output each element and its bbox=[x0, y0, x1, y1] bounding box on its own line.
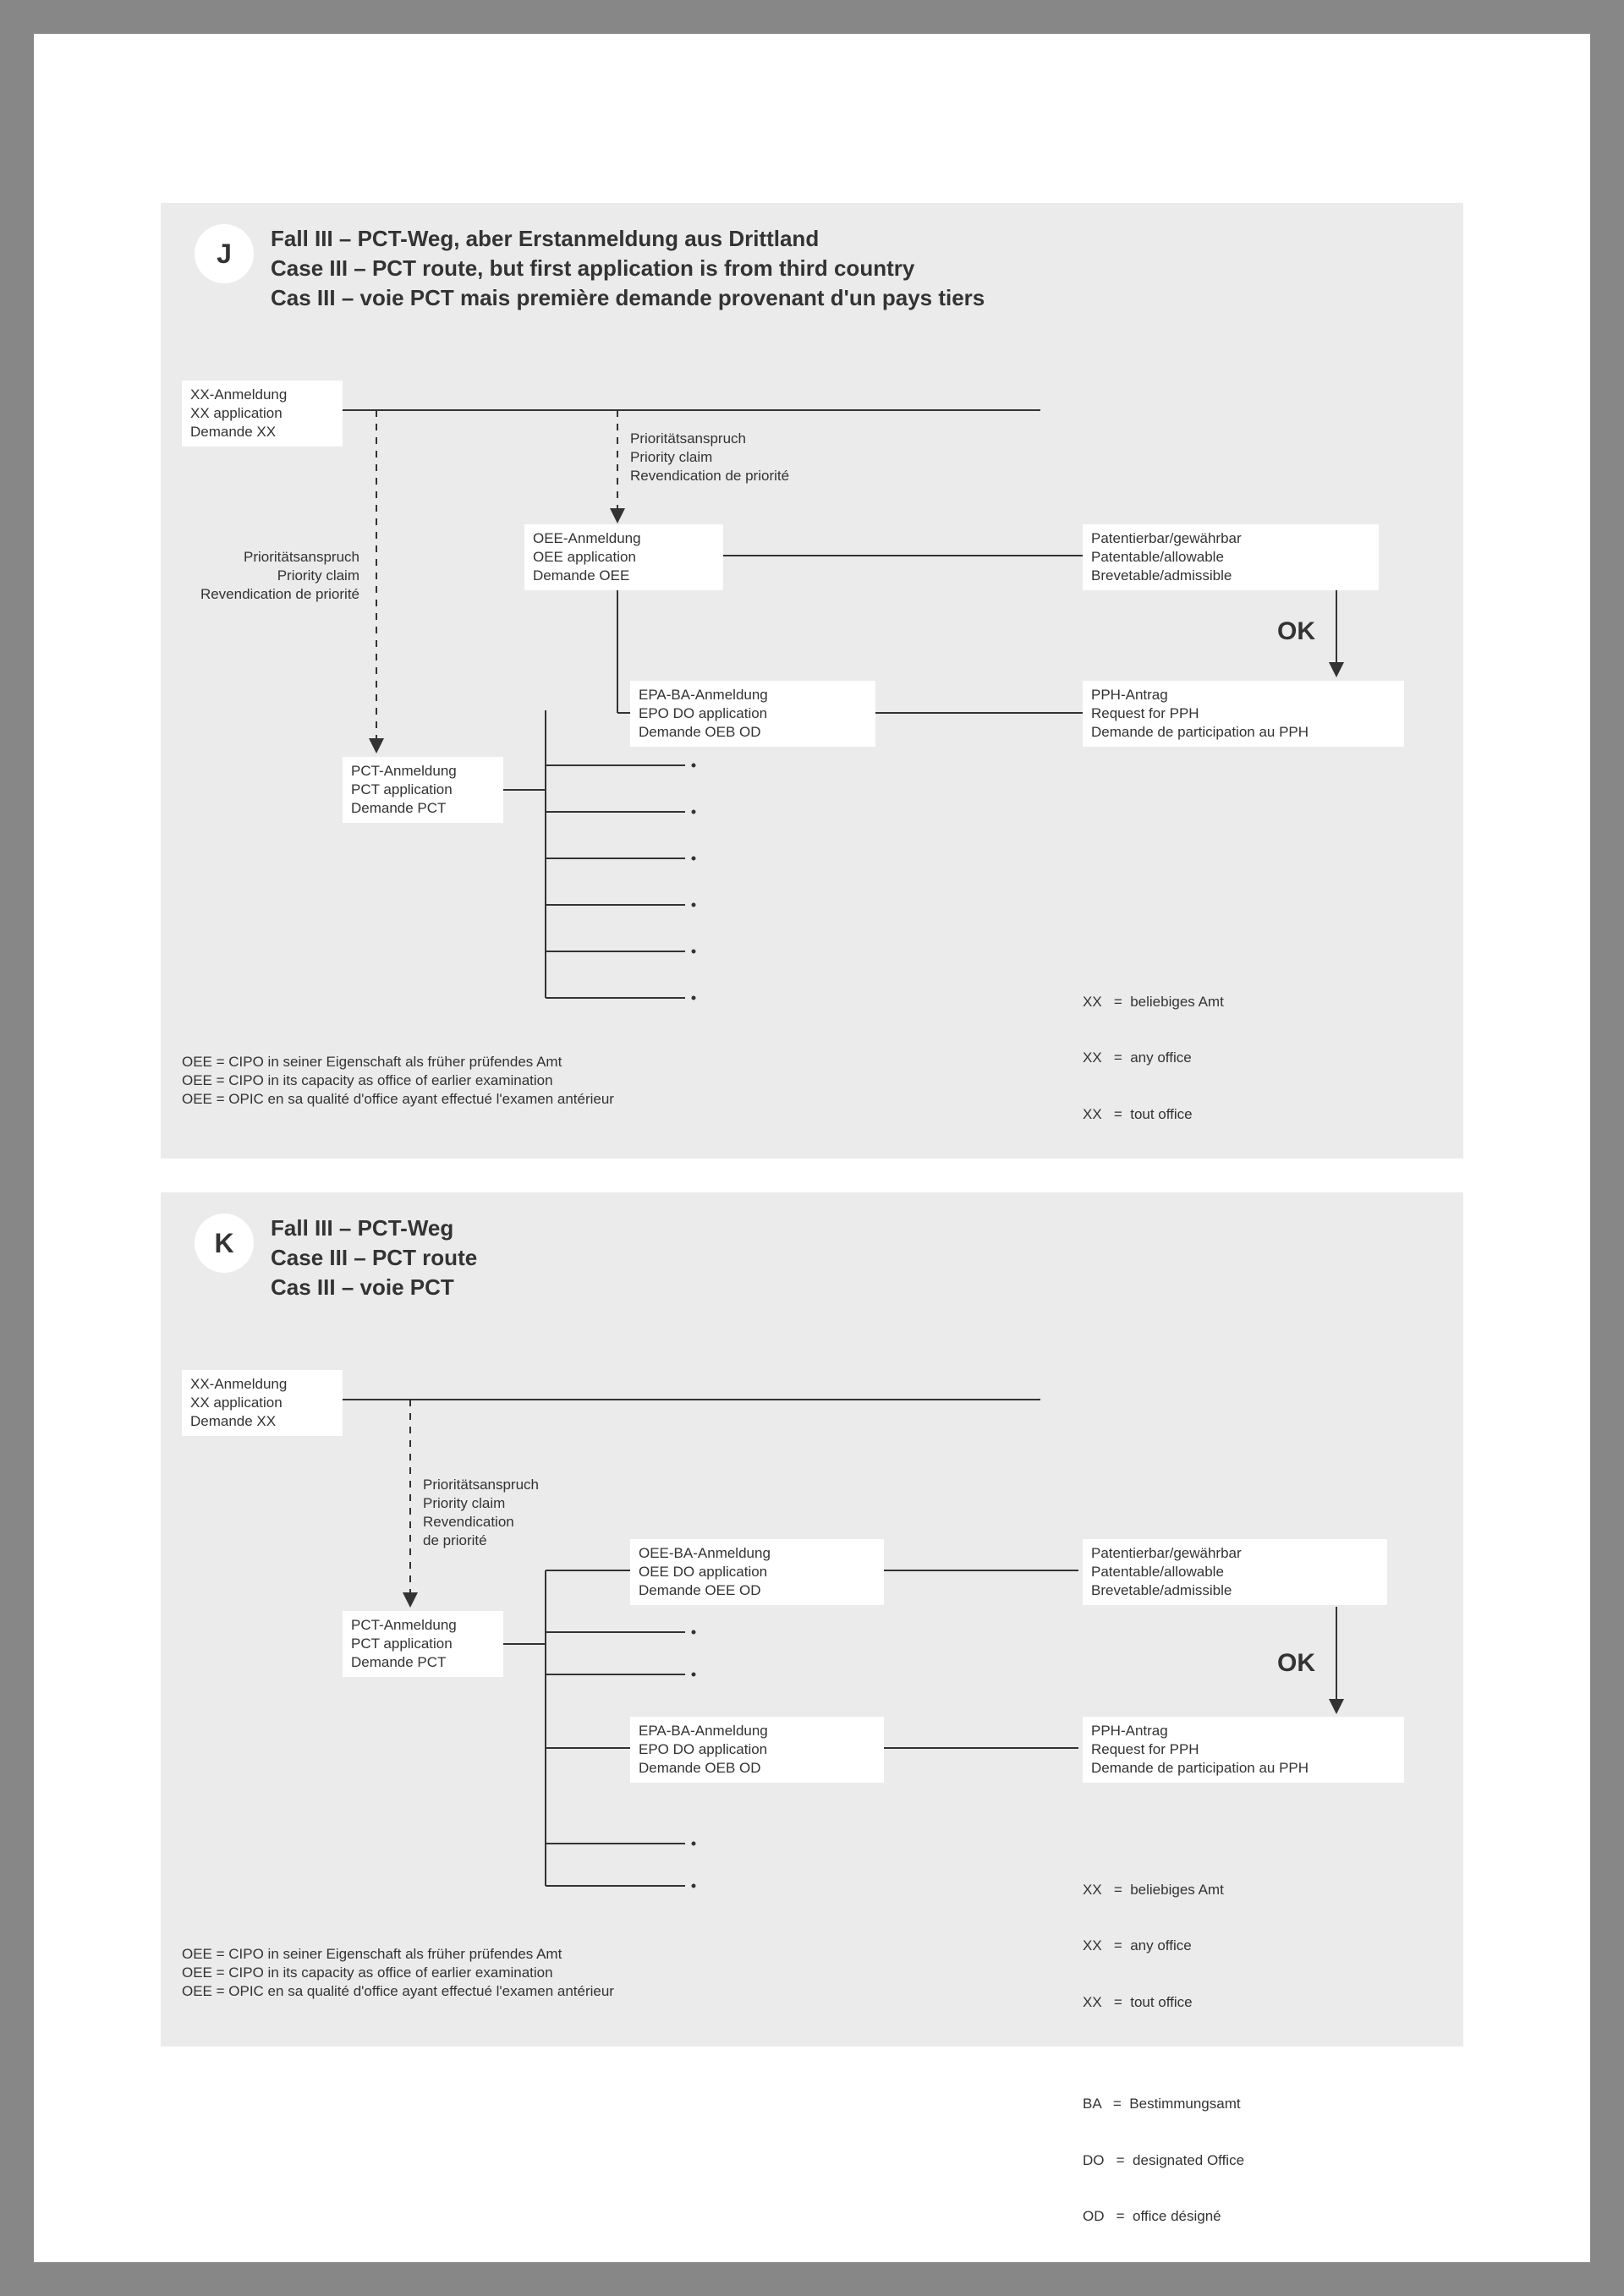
j-epa-l3: Demande OEB OD bbox=[639, 723, 867, 742]
k-oeeba-l3: Demande OEE OD bbox=[639, 1581, 875, 1600]
label-j-prio-top: Prioritätsanspruch Priority claim Revend… bbox=[630, 430, 789, 485]
k-oeeba-l2: OEE DO application bbox=[639, 1563, 875, 1581]
node-j-pat: Patentierbar/gewährbar Patentable/allowa… bbox=[1083, 524, 1379, 590]
k-oeeba-l1: OEE-BA-Anmeldung bbox=[639, 1544, 875, 1563]
k-prio-l4: de priorité bbox=[423, 1532, 539, 1550]
k-pat-l2: Patentable/allowable bbox=[1091, 1563, 1379, 1581]
label-k-prio: Prioritätsanspruch Priority claim Revend… bbox=[423, 1476, 539, 1550]
panel-j: J Fall III – PCT-Weg, aber Erstanmeldung… bbox=[161, 203, 1463, 1159]
j-lr-0: XX = beliebiges Amt bbox=[1083, 993, 1244, 1011]
k-pct-l1: PCT-Anmeldung bbox=[351, 1616, 495, 1635]
node-j-epa: EPA-BA-Anmeldung EPO DO application Dema… bbox=[630, 681, 875, 747]
k-xx-l3: Demande XX bbox=[190, 1412, 334, 1431]
node-k-xx: XX-Anmeldung XX application Demande XX bbox=[182, 1370, 343, 1436]
k-pph-l3: Demande de participation au PPH bbox=[1091, 1759, 1396, 1778]
j-pph-l3: Demande de participation au PPH bbox=[1091, 723, 1396, 742]
k-pct-l3: Demande PCT bbox=[351, 1653, 495, 1672]
node-j-oee: OEE-Anmeldung OEE application Demande OE… bbox=[524, 524, 723, 590]
k-lr-0: XX = beliebiges Amt bbox=[1083, 1881, 1244, 1899]
legend-k-right: XX = beliebiges Amt XX = any office XX =… bbox=[1083, 1844, 1244, 2263]
j-xx-l1: XX-Anmeldung bbox=[190, 386, 334, 404]
k-prio-l3: Revendication bbox=[423, 1513, 539, 1532]
j-epa-l2: EPO DO application bbox=[639, 704, 867, 723]
k-xx-l2: XX application bbox=[190, 1394, 334, 1412]
k-pct-l2: PCT application bbox=[351, 1635, 495, 1653]
j-prio-left-l2: Priority claim bbox=[190, 567, 359, 585]
node-k-epa: EPA-BA-Anmeldung EPO DO application Dema… bbox=[630, 1717, 884, 1783]
k-pat-l1: Patentierbar/gewährbar bbox=[1091, 1544, 1379, 1563]
j-lr-1: XX = any office bbox=[1083, 1049, 1244, 1067]
j-oee-l2: OEE application bbox=[533, 548, 715, 567]
j-prio-top-l1: Prioritätsanspruch bbox=[630, 430, 789, 448]
j-pct-l2: PCT application bbox=[351, 781, 495, 799]
j-ll-1: OEE = CIPO in its capacity as office of … bbox=[182, 1071, 614, 1090]
k-lr-6: OD = office désigné bbox=[1083, 2207, 1244, 2226]
k-ll-0: OEE = CIPO in seiner Eigenschaft als frü… bbox=[182, 1945, 614, 1964]
node-k-pat: Patentierbar/gewährbar Patentable/allowa… bbox=[1083, 1539, 1387, 1605]
j-pph-l1: PPH-Antrag bbox=[1091, 686, 1396, 704]
page: J Fall III – PCT-Weg, aber Erstanmeldung… bbox=[34, 34, 1590, 2262]
j-pat-l2: Patentable/allowable bbox=[1091, 548, 1370, 567]
j-pat-l3: Brevetable/admissible bbox=[1091, 567, 1370, 585]
j-xx-l3: Demande XX bbox=[190, 423, 334, 441]
k-pph-l1: PPH-Antrag bbox=[1091, 1722, 1396, 1740]
j-prio-top-l3: Revendication de priorité bbox=[630, 467, 789, 485]
j-prio-top-l2: Priority claim bbox=[630, 448, 789, 467]
label-j-ok: OK bbox=[1277, 617, 1315, 646]
j-prio-left-l3: Revendication de priorité bbox=[190, 585, 359, 604]
node-j-pph: PPH-Antrag Request for PPH Demande de pa… bbox=[1083, 681, 1404, 747]
k-prio-l1: Prioritätsanspruch bbox=[423, 1476, 539, 1494]
k-lr-5: DO = designated Office bbox=[1083, 2151, 1244, 2170]
k-epa-l2: EPO DO application bbox=[639, 1740, 875, 1759]
label-j-prio-left: Prioritätsanspruch Priority claim Revend… bbox=[190, 548, 359, 604]
node-k-oeeba: OEE-BA-Anmeldung OEE DO application Dema… bbox=[630, 1539, 884, 1605]
k-ll-1: OEE = CIPO in its capacity as office of … bbox=[182, 1964, 614, 1982]
node-k-pph: PPH-Antrag Request for PPH Demande de pa… bbox=[1083, 1717, 1404, 1783]
k-lr-4: BA = Bestimmungsamt bbox=[1083, 2095, 1244, 2113]
j-xx-l2: XX application bbox=[190, 404, 334, 423]
j-ll-0: OEE = CIPO in seiner Eigenschaft als frü… bbox=[182, 1053, 614, 1071]
j-prio-left-l1: Prioritätsanspruch bbox=[190, 548, 359, 567]
legend-k-left: OEE = CIPO in seiner Eigenschaft als frü… bbox=[182, 1945, 614, 2001]
k-lr-1: XX = any office bbox=[1083, 1937, 1244, 1955]
panel-k: K Fall III – PCT-Weg Case III – PCT rout… bbox=[161, 1192, 1463, 2047]
k-pph-l2: Request for PPH bbox=[1091, 1740, 1396, 1759]
j-oee-l1: OEE-Anmeldung bbox=[533, 529, 715, 548]
k-xx-l1: XX-Anmeldung bbox=[190, 1375, 334, 1394]
k-ll-2: OEE = OPIC en sa qualité d'office ayant … bbox=[182, 1982, 614, 2001]
k-epa-l1: EPA-BA-Anmeldung bbox=[639, 1722, 875, 1740]
k-pat-l3: Brevetable/admissible bbox=[1091, 1581, 1379, 1600]
node-j-xx: XX-Anmeldung XX application Demande XX bbox=[182, 381, 343, 447]
k-epa-l3: Demande OEB OD bbox=[639, 1759, 875, 1778]
j-ll-2: OEE = OPIC en sa qualité d'office ayant … bbox=[182, 1090, 614, 1109]
j-epa-l1: EPA-BA-Anmeldung bbox=[639, 686, 867, 704]
j-pct-l3: Demande PCT bbox=[351, 799, 495, 818]
node-k-pct: PCT-Anmeldung PCT application Demande PC… bbox=[343, 1611, 503, 1677]
j-pat-l1: Patentierbar/gewährbar bbox=[1091, 529, 1370, 548]
k-lr-2: XX = tout office bbox=[1083, 1993, 1244, 2012]
k-prio-l2: Priority claim bbox=[423, 1494, 539, 1513]
j-oee-l3: Demande OEE bbox=[533, 567, 715, 585]
j-pct-l1: PCT-Anmeldung bbox=[351, 762, 495, 781]
label-k-ok: OK bbox=[1277, 1649, 1315, 1678]
node-j-pct: PCT-Anmeldung PCT application Demande PC… bbox=[343, 757, 503, 823]
j-pph-l2: Request for PPH bbox=[1091, 704, 1396, 723]
legend-j-left: OEE = CIPO in seiner Eigenschaft als frü… bbox=[182, 1053, 614, 1109]
j-lr-2: XX = tout office bbox=[1083, 1105, 1244, 1124]
